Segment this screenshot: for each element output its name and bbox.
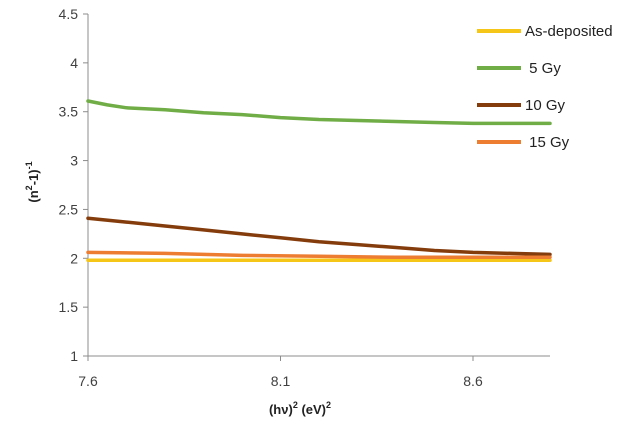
x-tick-label: 8.6	[463, 373, 483, 389]
y-tick-label: 3.5	[59, 104, 79, 120]
y-tick-label: 4.5	[59, 6, 79, 22]
legend-label: 15 Gy	[525, 134, 570, 151]
y-tick-label: 1	[70, 348, 78, 364]
series-line-15-gy	[86, 250, 552, 260]
x-tick-label: 7.6	[78, 373, 98, 389]
y-tick-label: 2	[70, 250, 78, 266]
series-line-10-gy	[86, 216, 552, 257]
y-tick-label: 3	[70, 153, 78, 169]
legend-label: As-deposited	[525, 23, 613, 40]
y-tick-label: 2.5	[59, 201, 79, 217]
x-axis-title: (hν)2 (eV)2	[269, 400, 331, 417]
legend-label: 5 Gy	[525, 60, 561, 77]
series-line-5-gy	[86, 99, 552, 126]
y-tick-label: 1.5	[59, 299, 79, 315]
y-tick-label: 4	[70, 55, 78, 71]
series-lines	[86, 99, 552, 262]
x-axis-ticks: 7.6 8.1 8.6	[78, 356, 483, 389]
x-tick-label: 8.1	[271, 373, 291, 389]
legend-label: 10 Gy	[525, 97, 566, 114]
legend: As-deposited 5 Gy 10 Gy 15 Gy	[477, 23, 613, 151]
y-axis-title: (n2-1)-1	[24, 161, 41, 202]
y-axis-ticks: 1 1.5 2 2.5 3 3.5 4 4.5	[59, 6, 88, 364]
